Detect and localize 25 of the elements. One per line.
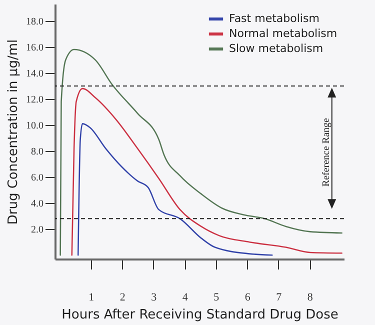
x-tick-label: 5 [214,292,220,304]
x-tick-label: 6 [244,292,251,304]
y-tick-label: 4.0 [31,198,44,210]
y-tick-label: 12.0 [26,94,44,106]
y-tick-label: 8.0 [31,146,44,158]
y-tick-label: 16.0 [26,42,44,54]
y-tick-label: 2.0 [31,224,44,236]
x-tick-label: 3 [151,292,158,304]
y-axis-title: Drug Concentration in µg/ml [6,39,21,225]
y-tick-label: 14.0 [26,68,44,80]
y-tick-label: 18.0 [26,16,44,28]
x-tick-label: 4 [182,292,188,304]
legend-label: Normal metabolism [229,27,338,40]
x-axis-title: Hours After Receiving Standard Drug Dose [62,308,338,322]
annotation: Reference Range [320,117,332,187]
y-tick-label: 6.0 [31,172,44,184]
line-series [77,123,273,256]
legend-label: Fast metabolism [229,12,320,25]
x-tick-label: 8 [307,292,314,304]
x-tick-label: 7 [276,292,282,304]
y-tick-label: 10.0 [26,120,44,132]
x-tick-label: 2 [120,292,126,304]
legend-label: Slow metabolism [229,42,324,55]
line-series [71,88,342,256]
x-tick-label: 1 [88,292,94,304]
